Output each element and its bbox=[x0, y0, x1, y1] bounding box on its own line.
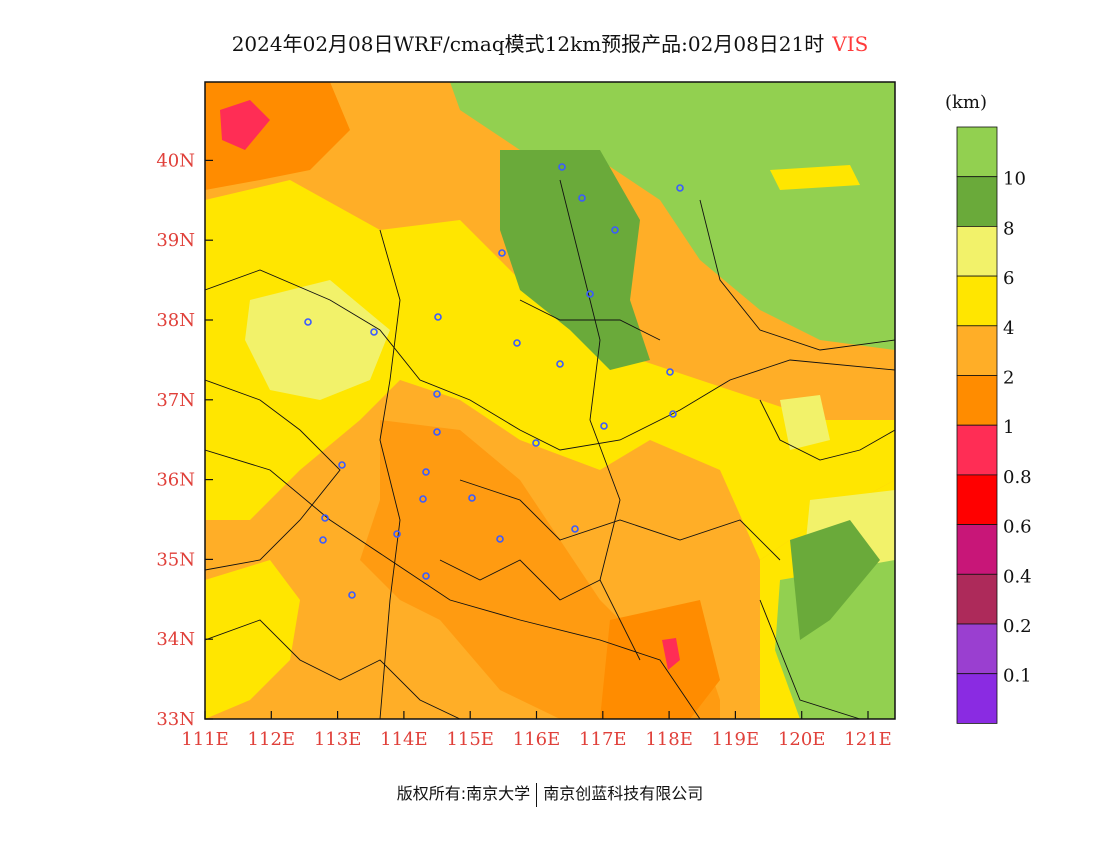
lon-label: 115E bbox=[446, 729, 494, 750]
colorbar-swatch bbox=[956, 126, 998, 178]
city-marker bbox=[319, 536, 327, 544]
city-marker bbox=[600, 422, 608, 430]
city-marker bbox=[571, 525, 579, 533]
field-lightyellow-2 bbox=[780, 395, 830, 450]
city-marker bbox=[513, 339, 521, 347]
city-marker bbox=[433, 428, 441, 436]
axis-ticks bbox=[204, 159, 869, 720]
city-marker bbox=[348, 591, 356, 599]
lon-label: 116E bbox=[513, 729, 561, 750]
colorbar-swatch bbox=[956, 524, 998, 575]
field-lightyellow-1 bbox=[245, 280, 390, 400]
city-marker bbox=[338, 461, 346, 469]
city-marker bbox=[498, 249, 506, 257]
city-markers bbox=[304, 163, 684, 599]
chart-title: 2024年02月08日WRF/cmaq模式12km预报产品:02月08日21时 V… bbox=[0, 28, 1100, 57]
colorbar-swatch bbox=[956, 176, 998, 227]
colorbar-label: 0.8 bbox=[1003, 467, 1032, 488]
lon-label: 111E bbox=[181, 729, 229, 750]
colorbar-label: 0.6 bbox=[1003, 517, 1032, 538]
lat-label: 33N bbox=[156, 709, 195, 730]
lon-label: 114E bbox=[380, 729, 428, 750]
colorbar-swatch bbox=[956, 275, 998, 327]
visibility-fill-layer bbox=[205, 82, 895, 719]
boundary-lines bbox=[205, 179, 895, 719]
colorbar-label: 0.4 bbox=[1003, 566, 1032, 587]
lat-label: 40N bbox=[156, 150, 195, 171]
lat-label: 37N bbox=[156, 390, 195, 411]
lat-label: 38N bbox=[156, 310, 195, 331]
field-green-north bbox=[450, 82, 895, 350]
city-marker bbox=[468, 494, 476, 502]
colorbar-swatch bbox=[956, 325, 998, 376]
lon-label: 118E bbox=[645, 729, 693, 750]
city-marker bbox=[496, 535, 504, 543]
colorbar: 10 8 6 4 2 1 0.8 0.6 0.4 0.2 0.1 bbox=[956, 126, 1032, 724]
colorbar-label: 6 bbox=[1003, 268, 1014, 289]
lat-label: 34N bbox=[156, 629, 195, 650]
lon-label: 117E bbox=[579, 729, 627, 750]
footer-separator bbox=[536, 782, 538, 807]
copyright-footer: 版权所有:南京大学 南京创蓝科技有限公司 bbox=[0, 780, 1100, 807]
colorbar-swatch bbox=[956, 424, 998, 476]
city-marker bbox=[393, 530, 401, 538]
field-darkgreen-southeast bbox=[790, 520, 880, 640]
field-darkgreen-north bbox=[500, 150, 650, 370]
latitude-labels: 33N 34N 35N 36N 37N 38N 39N 40N bbox=[156, 150, 195, 730]
field-red-northwest bbox=[220, 100, 270, 150]
colorbar-label: 0.2 bbox=[1003, 616, 1032, 637]
city-marker bbox=[578, 194, 586, 202]
city-marker bbox=[676, 184, 684, 192]
colorbar-swatch bbox=[956, 673, 998, 724]
title-variable: VIS bbox=[832, 32, 869, 56]
field-red-southeast bbox=[662, 638, 680, 670]
lat-label: 35N bbox=[156, 549, 195, 570]
colorbar-swatch bbox=[956, 375, 998, 426]
city-marker bbox=[669, 410, 677, 418]
longitude-labels: 111E 112E 113E 114E 115E 116E 117E 118E 119E 120E… bbox=[181, 729, 892, 750]
city-marker bbox=[422, 572, 430, 580]
lon-label: 119E bbox=[712, 729, 760, 750]
colorbar-unit: (km) bbox=[945, 92, 987, 113]
lat-label: 39N bbox=[156, 230, 195, 251]
colorbar-label: 1 bbox=[1003, 417, 1014, 438]
footer-right: 南京创蓝科技有限公司 bbox=[543, 784, 704, 803]
city-marker bbox=[666, 368, 674, 376]
colorbar-label: 0.1 bbox=[1003, 666, 1032, 687]
colorbar-label: 4 bbox=[1003, 318, 1014, 339]
city-marker bbox=[370, 328, 378, 336]
footer-left: 版权所有:南京大学 bbox=[396, 784, 531, 803]
lon-label: 120E bbox=[778, 729, 826, 750]
lon-label: 121E bbox=[844, 729, 892, 750]
colorbar-swatch bbox=[956, 474, 998, 525]
lon-label: 112E bbox=[248, 729, 296, 750]
colorbar-label: 8 bbox=[1003, 218, 1014, 239]
colorbar-label: 2 bbox=[1003, 368, 1014, 389]
city-marker bbox=[419, 495, 427, 503]
colorbar-swatch bbox=[956, 225, 998, 277]
city-marker bbox=[556, 360, 564, 368]
city-marker bbox=[433, 390, 441, 398]
city-marker bbox=[611, 226, 619, 234]
title-main: 2024年02月08日WRF/cmaq模式12km预报产品:02月08日21时 bbox=[231, 32, 825, 56]
field-orange-southeast bbox=[600, 600, 720, 719]
city-marker bbox=[558, 163, 566, 171]
field-yellow-bohai bbox=[770, 165, 860, 190]
map-frame bbox=[204, 81, 896, 720]
city-marker bbox=[532, 439, 540, 447]
field-yellow-central bbox=[205, 180, 895, 560]
colorbar-swatch bbox=[956, 573, 998, 625]
colorbar-swatch bbox=[956, 623, 998, 675]
colorbar-label: 10 bbox=[1003, 169, 1026, 190]
city-marker bbox=[586, 290, 594, 298]
city-marker bbox=[304, 318, 312, 326]
city-marker bbox=[321, 514, 329, 522]
field-yellow-southwest bbox=[205, 560, 300, 719]
lon-label: 113E bbox=[314, 729, 362, 750]
city-marker bbox=[422, 468, 430, 476]
city-marker bbox=[434, 313, 442, 321]
lat-label: 36N bbox=[156, 470, 195, 491]
